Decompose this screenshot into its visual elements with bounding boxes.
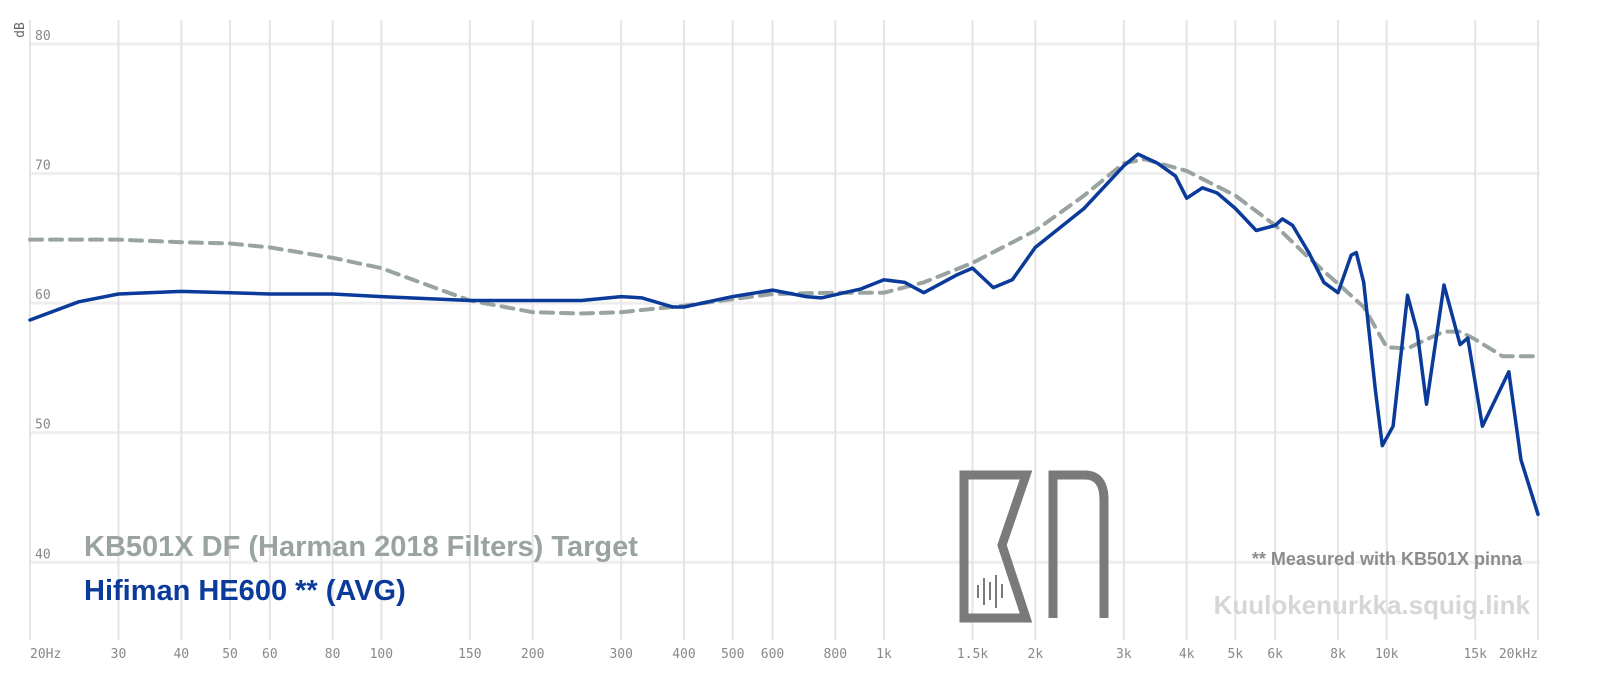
grid — [29, 20, 1540, 640]
x-tick-label: 30 — [111, 647, 127, 662]
x-tick-label: 15k — [1463, 647, 1487, 662]
logo-wave — [977, 575, 1003, 608]
x-tick-label: 400 — [672, 647, 695, 662]
legend-entry: KB501X DF (Harman 2018 Filters) Target — [84, 531, 638, 563]
series-line — [28, 157, 1540, 359]
y-tick-label: 70 — [35, 159, 51, 174]
legend-entry: Hifiman HE600 ** (AVG) — [84, 575, 406, 607]
watermark: Kuulokenurkka.squig.link — [1214, 590, 1531, 620]
x-tick-label: 1.5k — [957, 647, 988, 662]
x-tick-label: 80 — [325, 647, 341, 662]
x-tick-label: 40 — [173, 647, 189, 662]
series-line — [28, 152, 1540, 517]
x-tick-label: 150 — [458, 647, 481, 662]
y-tick-label: 50 — [35, 418, 51, 433]
y-axis-label: dB — [13, 22, 28, 38]
x-tick-label: 8k — [1330, 647, 1346, 662]
x-tick-label: 50 — [222, 647, 238, 662]
x-tick-label: 500 — [721, 647, 744, 662]
x-tick-label: 100 — [370, 647, 393, 662]
annotation: ** Measured with KB501X pinna — [1252, 549, 1523, 569]
x-tick-label: 300 — [609, 647, 632, 662]
x-tick-label: 5k — [1228, 647, 1244, 662]
x-tick-label: 20kHz — [1499, 647, 1538, 662]
y-tick-label: 40 — [35, 547, 51, 562]
x-tick-label: 200 — [521, 647, 544, 662]
x-tick-label: 600 — [761, 647, 784, 662]
y-tick-label: 60 — [35, 288, 51, 303]
x-tick-label: 1k — [876, 647, 892, 662]
y-tick-label: 80 — [35, 29, 51, 44]
logo — [959, 470, 1109, 623]
x-tick-label: 2k — [1028, 647, 1044, 662]
x-tick-label: 3k — [1116, 647, 1132, 662]
x-tick-label: 10k — [1375, 647, 1399, 662]
x-tick-label: 800 — [824, 647, 847, 662]
x-tick-label: 6k — [1267, 647, 1283, 662]
x-tick-label: 20Hz — [30, 647, 61, 662]
x-tick-label: 60 — [262, 647, 278, 662]
x-tick-label: 4k — [1179, 647, 1195, 662]
